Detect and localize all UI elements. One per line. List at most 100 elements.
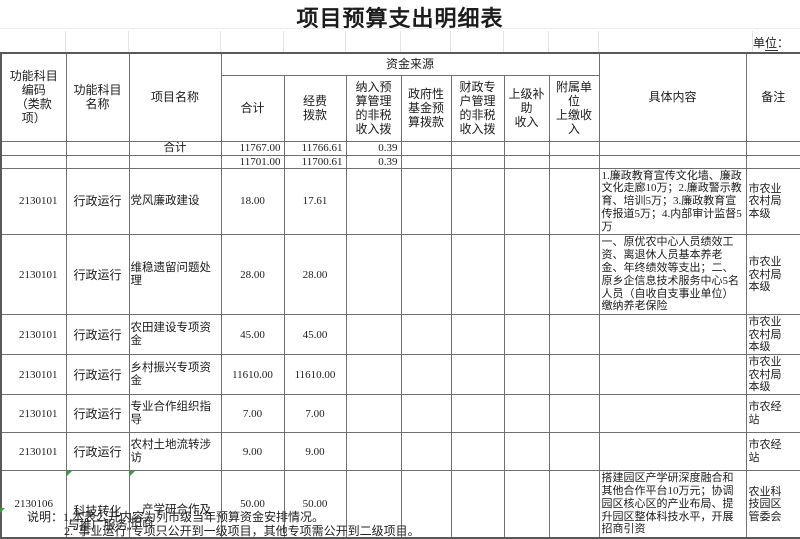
cell-appropriation[interactable]: 45.00 [283, 314, 347, 356]
cell-nontax-budget[interactable] [345, 314, 402, 356]
header-fund-source[interactable]: 资金来源 [220, 52, 600, 76]
cell-nontax-budget[interactable] [345, 234, 402, 316]
cell-total[interactable]: 28.00 [220, 234, 285, 316]
cell-affiliate-income[interactable] [548, 234, 600, 316]
cell-total[interactable]: 7.00 [220, 394, 285, 434]
header-func-name[interactable]: 功能科目 名称 [65, 52, 130, 142]
cell-remark[interactable]: 农业科 技园区 管委会 [745, 470, 800, 539]
cell-fiscal-nontax[interactable] [450, 432, 505, 472]
cell-fiscal-nontax[interactable] [450, 314, 505, 356]
cell-remark[interactable]: 市农业 农村局 本级 [745, 234, 800, 316]
cell-appropriation[interactable]: 7.00 [283, 394, 347, 434]
cell-superior-subsidy[interactable] [503, 470, 550, 539]
cell-fiscal-nontax[interactable] [450, 234, 505, 316]
header-func-code[interactable]: 功能科目 编码 （类款 项） [0, 52, 67, 142]
cell-remark[interactable]: 市农业 农村局 本级 [745, 354, 800, 396]
header-gov-fund[interactable]: 政府性 基金预 算拨款 [400, 74, 452, 142]
cell-remark[interactable] [745, 140, 800, 156]
cell-superior-subsidy[interactable] [503, 432, 550, 472]
cell-affiliate-income[interactable] [548, 394, 600, 434]
cell-func-code[interactable] [0, 154, 67, 169]
cell-total[interactable]: 11701.00 [220, 154, 285, 169]
cell-total[interactable]: 9.00 [220, 432, 285, 472]
cell-affiliate-income[interactable] [548, 154, 600, 169]
cell-func-name[interactable]: 行政运行 [65, 167, 130, 236]
cell-superior-subsidy[interactable] [503, 167, 550, 236]
cell-func-name[interactable]: 行政运行 [65, 394, 130, 434]
cell-nontax-budget[interactable] [345, 394, 402, 434]
cell-remark[interactable]: 市农业 农村局 本级 [745, 167, 800, 236]
cell-superior-subsidy[interactable] [503, 140, 550, 156]
cell-project-name[interactable]: 产学研合作及 招商 [128, 470, 222, 539]
cell-fiscal-nontax[interactable] [450, 140, 505, 156]
cell-project-name[interactable]: 专业合作组织指导 [128, 394, 222, 434]
cell-project-name[interactable]: 维稳遗留问题处理 [128, 234, 222, 316]
cell-appropriation[interactable]: 9.00 [283, 432, 347, 472]
cell-superior-subsidy[interactable] [503, 234, 550, 316]
cell-nontax-budget[interactable]: 0.39 [345, 140, 402, 156]
cell-nontax-budget[interactable] [345, 167, 402, 236]
cell-total[interactable]: 50.00 [220, 470, 285, 539]
cell-gov-fund[interactable] [400, 394, 452, 434]
cell-fiscal-nontax[interactable] [450, 154, 505, 169]
cell-affiliate-income[interactable] [548, 470, 600, 539]
cell-nontax-budget[interactable] [345, 354, 402, 396]
header-project-name[interactable]: 项目名称 [128, 52, 222, 142]
cell-func-code[interactable]: 2130101 [0, 234, 67, 316]
cell-remark[interactable] [745, 154, 800, 169]
cell-remark[interactable]: 市农经 站 [745, 394, 800, 434]
cell-affiliate-income[interactable] [548, 140, 600, 156]
cell-project-name[interactable]: 农村土地流转涉访 [128, 432, 222, 472]
cell-func-name[interactable] [65, 140, 130, 156]
header-remark[interactable]: 备注 [745, 52, 800, 142]
cell-superior-subsidy[interactable] [503, 354, 550, 396]
cell-total[interactable]: 45.00 [220, 314, 285, 356]
cell-func-code[interactable]: 2130101 [0, 432, 67, 472]
cell-total[interactable]: 11767.00 [220, 140, 285, 156]
cell-project-name[interactable]: 合计 [128, 140, 222, 156]
cell-func-code[interactable]: 2130101 [0, 354, 67, 396]
cell-detail[interactable] [598, 432, 747, 472]
cell-affiliate-income[interactable] [548, 167, 600, 236]
header-total[interactable]: 合计 [220, 74, 285, 142]
header-fiscal-nontax[interactable]: 财政专 户管理 的非税 收入拨 [450, 74, 505, 142]
cell-func-code[interactable]: 2130101 [0, 314, 67, 356]
cell-nontax-budget[interactable] [345, 432, 402, 472]
cell-project-name[interactable]: 农田建设专项资金 [128, 314, 222, 356]
cell-project-name[interactable]: 党风廉政建设 [128, 167, 222, 236]
cell-gov-fund[interactable] [400, 154, 452, 169]
cell-func-code[interactable]: 2130101 [0, 394, 67, 434]
cell-superior-subsidy[interactable] [503, 314, 550, 356]
cell-nontax-budget[interactable]: 0.39 [345, 154, 402, 169]
cell-detail[interactable] [598, 394, 747, 434]
cell-fiscal-nontax[interactable] [450, 167, 505, 236]
cell-fiscal-nontax[interactable] [450, 394, 505, 434]
cell-detail[interactable]: 搭建园区产学研深度融合和其他合作平台10万元；协调园区核心区的产业布局、提升园区… [598, 470, 747, 539]
header-superior-subsidy[interactable]: 上级补 助 收入 [503, 74, 550, 142]
cell-appropriation[interactable]: 11766.61 [283, 140, 347, 156]
cell-gov-fund[interactable] [400, 167, 452, 236]
cell-func-name[interactable] [65, 154, 130, 169]
header-nontax-budget[interactable]: 纳入预 算管理 的非税 收入拨 [345, 74, 402, 142]
cell-remark[interactable]: 市农业 农村局 本级 [745, 314, 800, 356]
cell-gov-fund[interactable] [400, 234, 452, 316]
cell-superior-subsidy[interactable] [503, 394, 550, 434]
cell-detail[interactable] [598, 354, 747, 396]
cell-affiliate-income[interactable] [548, 354, 600, 396]
cell-detail[interactable] [598, 314, 747, 356]
cell-gov-fund[interactable] [400, 354, 452, 396]
cell-func-code[interactable] [0, 140, 67, 156]
cell-gov-fund[interactable] [400, 140, 452, 156]
cell-func-name[interactable]: 行政运行 [65, 234, 130, 316]
cell-gov-fund[interactable] [400, 470, 452, 539]
cell-affiliate-income[interactable] [548, 432, 600, 472]
cell-total[interactable]: 11610.00 [220, 354, 285, 396]
cell-fiscal-nontax[interactable] [450, 470, 505, 539]
cell-gov-fund[interactable] [400, 432, 452, 472]
cell-project-name[interactable]: 乡村振兴专项资金 [128, 354, 222, 396]
cell-func-code[interactable]: 2130101 [0, 167, 67, 236]
cell-func-name[interactable]: 行政运行 [65, 432, 130, 472]
header-affiliate-income[interactable]: 附属单 位 上缴收 入 [548, 74, 600, 142]
cell-detail[interactable] [598, 154, 747, 169]
cell-detail[interactable]: 一、原优农中心人员绩效工资、离退休人员基本养老金、年终绩效等支出；二、原乡企信息… [598, 234, 747, 316]
